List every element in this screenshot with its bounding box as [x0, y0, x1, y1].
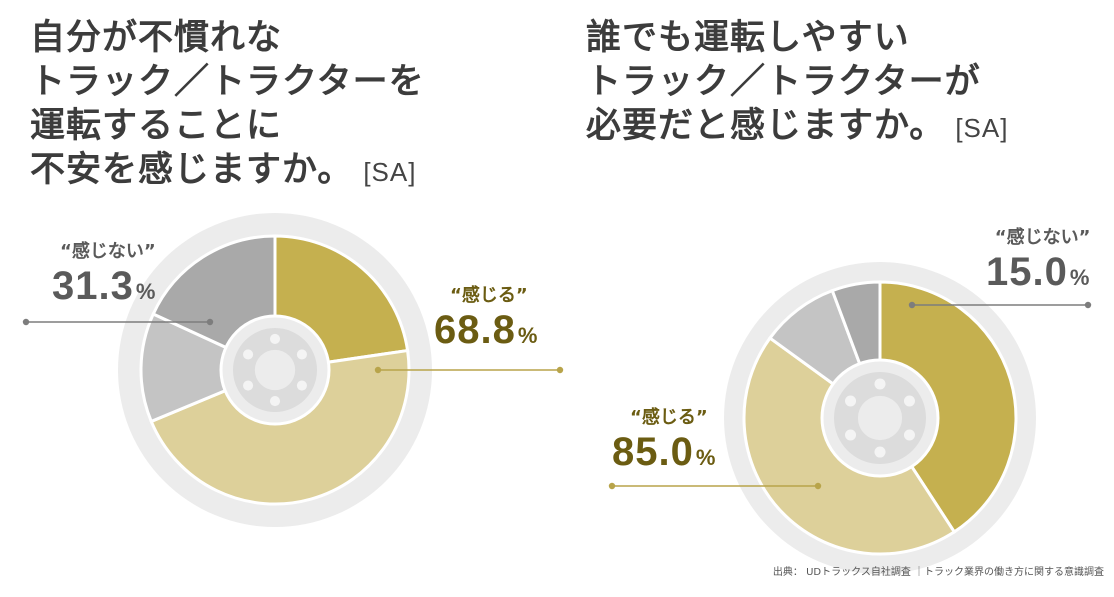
- right-question-title: 誰でも運転しやすい トラック／トラクターが 必要だと感じますか。 [SA]: [586, 16, 1008, 150]
- right-not-feel-unit: %: [1069, 265, 1091, 290]
- left-donut-leader-not-feel-dot-a: [22, 318, 30, 326]
- left-label-feel: “感じる” 68.8%: [434, 284, 538, 358]
- left-label-not-feel: “感じない” 31.3%: [52, 240, 156, 314]
- right-not-feel-number: 15.0: [986, 250, 1068, 294]
- left-donut-hub-bolt: [296, 380, 307, 391]
- right-title-line-3-text: 必要だと感じますか。: [586, 106, 946, 146]
- right-donut-leader-not-feel-dot-b: [1084, 301, 1092, 309]
- left-feel-value: 68.8%: [434, 308, 538, 358]
- left-title-line-3: 運転することに: [30, 106, 283, 146]
- right-feel-value: 85.0%: [612, 430, 716, 480]
- left-title-line-1: 自分が不慣れな: [30, 18, 283, 58]
- right-not-feel-caption: “感じない”: [994, 227, 1091, 248]
- left-donut-hub-center: [254, 349, 296, 391]
- left-donut-leader-feel-dot-a: [374, 366, 382, 374]
- left-title-line-4: 不安を感じますか。 [SA]: [30, 148, 425, 194]
- right-not-feel-value: 15.0%: [986, 250, 1090, 300]
- left-sa-tag: [SA]: [363, 157, 417, 187]
- left-donut-leader-not-feel-dot-b: [206, 318, 214, 326]
- right-donut-hub-center: [857, 395, 903, 441]
- right-title-line-3: 必要だと感じますか。 [SA]: [586, 104, 1008, 150]
- right-donut-leader-feel-dot-a: [814, 482, 822, 490]
- left-donut-slice-not-feel-a: [139, 311, 279, 424]
- right-label-feel: “感じる” 85.0%: [612, 406, 716, 480]
- right-title-line-2: トラック／トラクターが: [586, 62, 981, 102]
- right-donut-hub-bolt: [845, 395, 857, 407]
- left-title-line-4-text: 不安を感じますか。: [30, 150, 354, 190]
- left-not-feel-unit: %: [135, 279, 157, 304]
- right-sa-tag: [SA]: [955, 113, 1009, 143]
- right-donut-hub-bolt: [874, 378, 886, 390]
- right-donut-hub-bolt: [903, 429, 915, 441]
- right-feel-caption: “感じる”: [630, 407, 708, 428]
- left-title-line-2: トラック／トラクターを: [30, 62, 425, 102]
- left-feel-number: 68.8: [434, 308, 516, 352]
- right-label-not-feel: “感じない” 15.0%: [986, 226, 1090, 300]
- source-note: 出典： UDトラックス自社調査 ｜トラック業界の働き方に関する意識調査: [772, 567, 1104, 578]
- left-not-feel-value: 31.3%: [52, 264, 156, 314]
- right-donut-leader-feel-dot-b: [608, 482, 616, 490]
- left-donut-slice-feel-b: [149, 348, 411, 506]
- left-not-feel-caption: “感じない”: [60, 241, 156, 262]
- left-donut-hub-bolt: [243, 380, 254, 391]
- right-title-line-1: 誰でも運転しやすい: [586, 18, 910, 58]
- right-donut-hub-bolt: [903, 395, 915, 407]
- left-donut-hub-bolt: [296, 349, 307, 360]
- left-feel-caption: “感じる”: [450, 285, 528, 306]
- right-donut-leader-not-feel-dot-a: [908, 301, 916, 309]
- left-feel-unit: %: [517, 323, 539, 348]
- right-donut-hub-bolt: [845, 429, 857, 441]
- left-donut-leader-feel-dot-b: [556, 366, 564, 374]
- left-not-feel-number: 31.3: [52, 264, 134, 308]
- left-donut-hub-bolt: [269, 396, 281, 407]
- right-donut-hub-bolt: [874, 446, 886, 458]
- right-feel-unit: %: [695, 445, 717, 470]
- left-donut-hub-bolt: [243, 349, 254, 360]
- left-donut-hub-bolt: [269, 333, 281, 344]
- left-question-title: 自分が不慣れな トラック／トラクターを 運転することに 不安を感じますか。 [SA…: [30, 16, 425, 194]
- right-feel-number: 85.0: [612, 430, 694, 474]
